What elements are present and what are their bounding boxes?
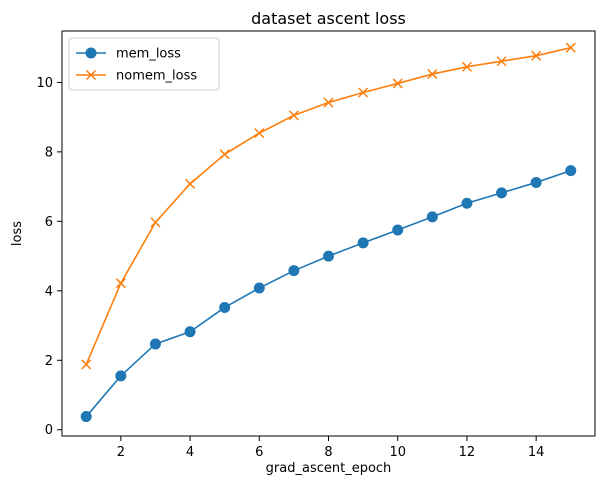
y-tick-label: 10 — [36, 76, 53, 91]
data-point — [219, 149, 230, 160]
data-point — [81, 359, 92, 370]
y-tick-label: 0 — [45, 423, 53, 438]
legend-marker — [85, 47, 97, 59]
legend-item: nomem_loss — [76, 69, 197, 84]
data-point — [115, 370, 127, 382]
chart-title: dataset ascent loss — [251, 9, 406, 28]
legend-label: nomem_loss — [116, 69, 197, 84]
y-axis-ticks: 0 2 4 6 8 10 — [36, 76, 62, 438]
data-point — [565, 165, 577, 177]
axes-frame — [61, 30, 596, 437]
data-point — [150, 217, 161, 228]
data-point — [392, 224, 404, 236]
series-line — [85, 169, 572, 418]
series-mem-loss — [80, 165, 577, 423]
legend: mem_loss nomem_loss — [68, 37, 220, 91]
data-point — [288, 265, 300, 277]
data-point — [80, 411, 92, 423]
x-tick-label: 6 — [255, 445, 263, 460]
legend-box — [68, 37, 220, 91]
data-point — [219, 301, 231, 313]
data-point — [461, 197, 473, 209]
data-point — [461, 61, 472, 72]
x-tick-label: 10 — [389, 445, 406, 460]
x-tick-label: 4 — [186, 445, 194, 460]
legend-marker — [85, 69, 97, 81]
x-tick-label: 2 — [117, 445, 125, 460]
data-point — [496, 56, 507, 67]
legend-item: mem_loss — [76, 47, 181, 62]
x-tick-label: 8 — [324, 445, 332, 460]
x-axis-ticks: 2 4 6 8 10 12 14 — [117, 436, 545, 460]
data-point — [358, 87, 369, 98]
x-axis-label: grad_ascent_epoch — [266, 461, 392, 476]
data-point — [531, 50, 542, 61]
data-point — [184, 326, 196, 338]
y-axis-label: loss — [10, 221, 25, 246]
data-point — [254, 128, 265, 139]
data-point — [530, 176, 542, 188]
data-point — [427, 69, 438, 80]
data-point — [149, 338, 161, 350]
data-point — [323, 97, 334, 108]
data-point — [253, 282, 265, 294]
data-point — [357, 237, 369, 249]
x-tick-label: 12 — [459, 445, 476, 460]
y-tick-label: 6 — [45, 215, 53, 230]
x-tick-label: 14 — [528, 445, 545, 460]
plot-area — [80, 42, 577, 423]
y-tick-label: 2 — [45, 354, 53, 369]
legend-label: mem_loss — [116, 47, 181, 62]
data-point — [185, 178, 196, 189]
series-nomem-loss — [81, 42, 576, 370]
series-line — [85, 46, 571, 365]
data-point — [288, 110, 299, 121]
data-point — [496, 187, 508, 199]
y-tick-label: 8 — [45, 145, 53, 160]
y-tick-label: 4 — [45, 284, 53, 299]
data-point — [565, 42, 576, 53]
data-point — [323, 250, 334, 262]
data-point — [392, 78, 403, 89]
data-point — [426, 211, 438, 223]
data-point — [115, 278, 126, 289]
